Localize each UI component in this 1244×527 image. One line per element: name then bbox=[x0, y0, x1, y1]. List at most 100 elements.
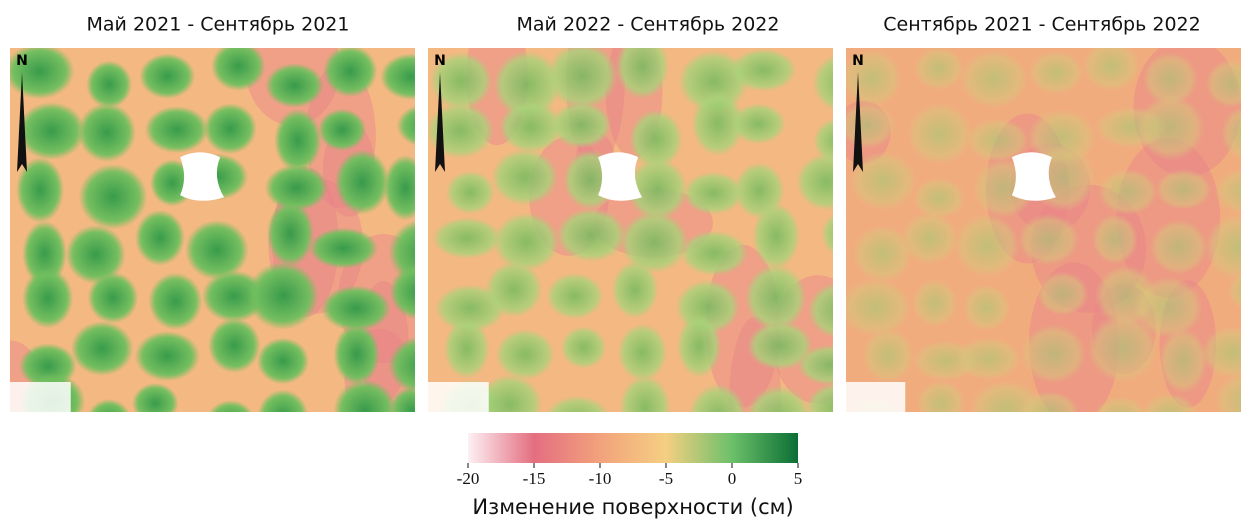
map-mound bbox=[954, 214, 1020, 278]
map-mound bbox=[79, 164, 148, 229]
map-mound bbox=[1150, 219, 1208, 274]
map-mound bbox=[839, 103, 895, 149]
map-mound bbox=[211, 41, 265, 91]
map-mound bbox=[551, 102, 611, 148]
map-mound bbox=[87, 399, 132, 443]
map-mound bbox=[4, 44, 74, 100]
colorbar-tick-label: 5 bbox=[794, 469, 803, 488]
map-mound bbox=[556, 208, 626, 262]
map-mound bbox=[546, 273, 603, 319]
map-mound bbox=[745, 264, 806, 331]
map-mound bbox=[956, 337, 1021, 379]
map-mound bbox=[960, 50, 1028, 108]
map-mound bbox=[309, 228, 378, 269]
map-mound bbox=[1037, 272, 1089, 316]
colorbar-tick-label: -15 bbox=[523, 469, 546, 488]
map-mound bbox=[88, 272, 139, 323]
map-mound bbox=[139, 53, 195, 98]
map-mound bbox=[247, 262, 319, 330]
map-mound bbox=[444, 318, 490, 378]
map-mound bbox=[902, 212, 959, 264]
map-panel: N bbox=[835, 38, 1244, 451]
map-mound bbox=[78, 103, 136, 162]
colorbar-tick-label: -10 bbox=[589, 469, 612, 488]
panel-title: Май 2022 - Сентябрь 2022 bbox=[517, 14, 780, 36]
map-mound bbox=[323, 45, 377, 97]
map-mound bbox=[1082, 41, 1139, 92]
map-mound bbox=[731, 103, 786, 144]
map-mound bbox=[752, 203, 800, 270]
map-mound bbox=[148, 273, 202, 330]
map-mound bbox=[491, 149, 558, 206]
colorbar: -20 -15 -10 -5 0 5 bbox=[457, 433, 803, 488]
north-label: N bbox=[434, 53, 446, 69]
map-mound bbox=[383, 155, 427, 221]
colorbar-ramp bbox=[468, 433, 798, 463]
map-mound bbox=[612, 261, 659, 319]
map-mound bbox=[17, 102, 85, 160]
map-mound bbox=[132, 383, 178, 423]
map-gap bbox=[846, 382, 905, 412]
map-mound bbox=[71, 321, 134, 376]
map-mound bbox=[432, 217, 501, 258]
map-panel: N bbox=[0, 10, 460, 444]
map-mound bbox=[913, 178, 966, 219]
map-mound bbox=[840, 278, 911, 336]
figure: Май 2021 - Сентябрь 2021 Май 2022 - Сент… bbox=[0, 0, 1244, 523]
map-mound bbox=[86, 61, 132, 109]
map-mound bbox=[914, 47, 964, 90]
map-mound bbox=[335, 150, 389, 215]
map-mound bbox=[1028, 51, 1083, 95]
map-mound bbox=[495, 329, 554, 380]
map-mound bbox=[547, 42, 618, 109]
colorbar-label: Изменение поверхности (см) bbox=[472, 495, 793, 519]
colorbar-tick-label: 0 bbox=[728, 469, 737, 488]
map-mound bbox=[616, 34, 670, 99]
map-mound bbox=[862, 328, 914, 383]
map-mound bbox=[493, 213, 559, 271]
map-mound bbox=[257, 338, 309, 385]
map-mound bbox=[16, 157, 64, 223]
map-mound bbox=[135, 210, 185, 266]
map-mound bbox=[842, 49, 902, 107]
map-mound bbox=[1021, 324, 1087, 383]
map-mound bbox=[267, 201, 314, 267]
map-mound bbox=[145, 106, 209, 153]
north-label: N bbox=[16, 53, 28, 69]
map-mound bbox=[206, 400, 255, 444]
map-mound bbox=[1092, 214, 1138, 264]
map-mound bbox=[274, 109, 321, 172]
map-mound bbox=[204, 103, 257, 154]
map-mound bbox=[22, 268, 73, 328]
map-mound bbox=[912, 279, 957, 327]
map-mound bbox=[265, 63, 323, 108]
map-mound bbox=[334, 379, 397, 441]
map-mound bbox=[1088, 314, 1158, 382]
map-mound bbox=[917, 381, 966, 426]
map-mound bbox=[208, 318, 260, 373]
map-mound bbox=[1142, 393, 1198, 437]
map-mound bbox=[485, 262, 542, 318]
map-mound bbox=[680, 230, 748, 275]
colorbar-tick-label: -5 bbox=[659, 469, 673, 488]
map-mound bbox=[1137, 95, 1205, 160]
map-mound bbox=[446, 171, 495, 214]
colorbar-tick-label: -20 bbox=[457, 469, 480, 488]
map-mound bbox=[1159, 329, 1207, 394]
map-mound bbox=[334, 324, 380, 386]
map-mound bbox=[677, 314, 721, 377]
panel-title: Май 2021 - Сентябрь 2021 bbox=[87, 14, 350, 36]
map-mound bbox=[1018, 214, 1079, 266]
map-gap bbox=[10, 382, 71, 412]
map-mound bbox=[135, 331, 200, 381]
map-mound bbox=[1021, 391, 1079, 431]
map-mound bbox=[907, 103, 972, 165]
map-mound bbox=[1098, 169, 1158, 215]
map-mound bbox=[258, 390, 309, 443]
panel-title: Сентябрь 2021 - Сентябрь 2022 bbox=[883, 14, 1200, 36]
map-mound bbox=[318, 109, 366, 151]
map-mound bbox=[620, 375, 671, 440]
map-mound bbox=[963, 284, 1010, 331]
map-mound bbox=[1092, 396, 1148, 442]
map-mound bbox=[730, 49, 796, 92]
